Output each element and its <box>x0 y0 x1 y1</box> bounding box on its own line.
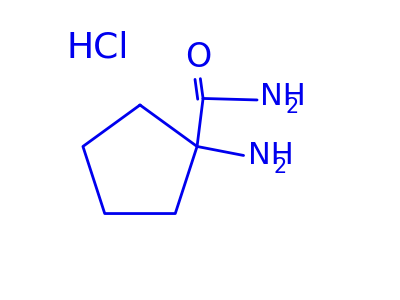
Text: NH: NH <box>248 141 294 170</box>
Text: HCl: HCl <box>66 31 129 65</box>
Text: 2: 2 <box>286 98 299 118</box>
Text: 2: 2 <box>274 158 287 178</box>
Text: NH: NH <box>260 82 306 112</box>
Text: O: O <box>186 41 212 74</box>
